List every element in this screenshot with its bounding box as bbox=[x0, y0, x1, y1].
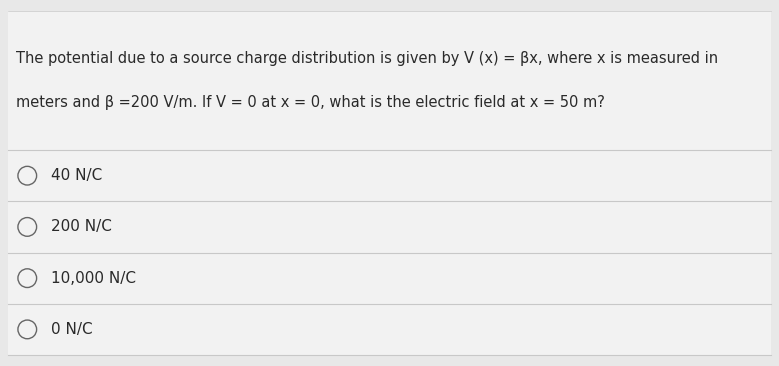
Text: meters and β =200 V/m. If V = 0 at x = 0, what is the electric field at x = 50 m: meters and β =200 V/m. If V = 0 at x = 0… bbox=[16, 95, 605, 110]
Text: 10,000 N/C: 10,000 N/C bbox=[51, 271, 136, 285]
Text: 0 N/C: 0 N/C bbox=[51, 322, 92, 337]
Text: 40 N/C: 40 N/C bbox=[51, 168, 102, 183]
Text: 200 N/C: 200 N/C bbox=[51, 220, 111, 234]
Text: The potential due to a source charge distribution is given by V (x) = βx, where : The potential due to a source charge dis… bbox=[16, 51, 717, 66]
